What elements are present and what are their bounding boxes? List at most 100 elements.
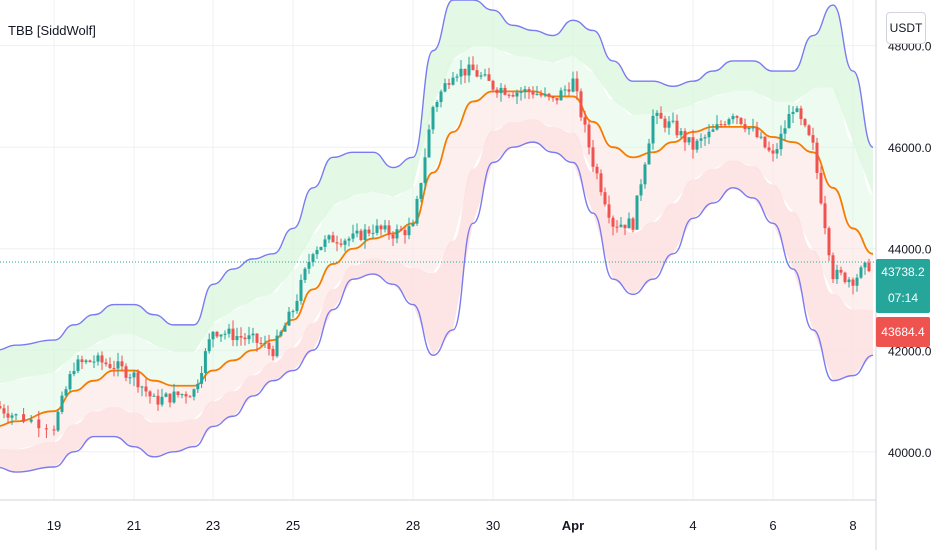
candle-body xyxy=(487,74,491,81)
candle-body xyxy=(803,119,807,126)
last-price-value: 43738.2 xyxy=(881,265,925,279)
candle-body xyxy=(695,140,699,150)
candle-body xyxy=(703,137,707,139)
candle-body xyxy=(367,229,371,234)
candle-body xyxy=(455,76,459,78)
candle-body xyxy=(347,238,351,241)
candle-body xyxy=(499,87,503,94)
candle-body xyxy=(295,300,299,312)
candle-body xyxy=(767,147,771,151)
candle-body xyxy=(68,374,72,390)
candle-body xyxy=(395,229,399,239)
candle-body xyxy=(723,124,727,126)
candle-body xyxy=(759,136,763,138)
candle-body xyxy=(675,120,679,136)
candle-body xyxy=(763,136,767,148)
x-tick-label: 25 xyxy=(286,518,300,533)
candle-body xyxy=(311,254,315,263)
upper-band-line xyxy=(0,0,874,351)
candle-body xyxy=(855,277,859,286)
candle-body xyxy=(22,414,26,422)
candle-body xyxy=(84,360,88,363)
candle-body xyxy=(755,127,759,138)
candle-body xyxy=(443,83,447,92)
candle-body xyxy=(411,223,415,227)
candle-body xyxy=(559,90,563,101)
candle-body xyxy=(811,135,815,143)
candle-body xyxy=(483,74,487,76)
candle-body xyxy=(247,335,251,340)
candle-body xyxy=(383,225,387,230)
band-fills xyxy=(0,0,873,473)
candle-body xyxy=(60,395,64,412)
candle-body xyxy=(595,166,599,174)
candle-body xyxy=(76,359,80,372)
candle-body xyxy=(571,78,575,92)
candle-body xyxy=(419,183,423,199)
candle-body xyxy=(431,107,435,130)
candle-body xyxy=(403,230,407,236)
indicator-label[interactable]: TBB [SiddWolf] xyxy=(8,23,96,38)
bar-countdown: 07:14 xyxy=(887,291,919,305)
candle-body xyxy=(132,372,136,378)
candle-body xyxy=(14,414,18,416)
candle-body xyxy=(6,413,10,418)
candle-body xyxy=(599,173,603,193)
candle-body xyxy=(331,235,335,243)
candle-body xyxy=(707,131,711,138)
candle-body xyxy=(495,89,499,94)
candle-body xyxy=(168,393,172,403)
candle-body xyxy=(667,121,671,128)
candle-body xyxy=(543,93,547,96)
x-tick-label: Apr xyxy=(562,518,584,533)
candle-body xyxy=(319,246,323,250)
candle-body xyxy=(203,351,207,373)
candle-body xyxy=(359,230,363,240)
candle-body xyxy=(164,393,168,397)
candle-body xyxy=(96,355,100,362)
candle-body xyxy=(387,225,391,235)
candle-body xyxy=(120,361,124,367)
candle-body xyxy=(823,203,827,229)
candle-body xyxy=(867,262,871,272)
candle-body xyxy=(835,269,839,280)
candle-body xyxy=(363,229,367,240)
candle-body xyxy=(631,218,635,230)
y-tick-label: 46000.0 xyxy=(888,141,932,155)
indicator-lines xyxy=(0,0,874,473)
candle-body xyxy=(519,91,523,93)
candle-body xyxy=(136,372,140,388)
candle-body xyxy=(563,89,567,91)
candle-body xyxy=(283,325,287,332)
candle-body xyxy=(427,129,431,158)
currency-selector[interactable]: USDT xyxy=(886,12,926,44)
candle-body xyxy=(351,233,355,239)
candle-body xyxy=(188,396,192,398)
candle-body xyxy=(819,172,823,204)
candle-body xyxy=(611,217,615,227)
candle-body xyxy=(603,192,607,205)
candle-body xyxy=(587,124,591,148)
basis-line xyxy=(0,90,874,427)
candle-body xyxy=(863,262,867,268)
candle-body xyxy=(200,372,204,384)
candle-body xyxy=(547,93,551,97)
candle-body xyxy=(743,124,747,130)
candle-body xyxy=(255,333,259,343)
candle-body xyxy=(112,367,116,369)
x-tick-label: 21 xyxy=(127,518,141,533)
candle-body xyxy=(735,116,739,118)
candle-body xyxy=(251,333,255,336)
x-tick-label: 23 xyxy=(206,518,220,533)
candle-body xyxy=(551,96,555,99)
candle-body xyxy=(80,359,84,363)
candle-body xyxy=(591,147,595,167)
candle-body xyxy=(791,111,795,115)
candle-body xyxy=(92,361,96,363)
x-tick-label: 28 xyxy=(406,518,420,533)
candle-body xyxy=(299,279,303,301)
candle-body xyxy=(64,389,68,396)
candle-body xyxy=(379,225,383,230)
upper-inner-fill xyxy=(0,45,873,426)
